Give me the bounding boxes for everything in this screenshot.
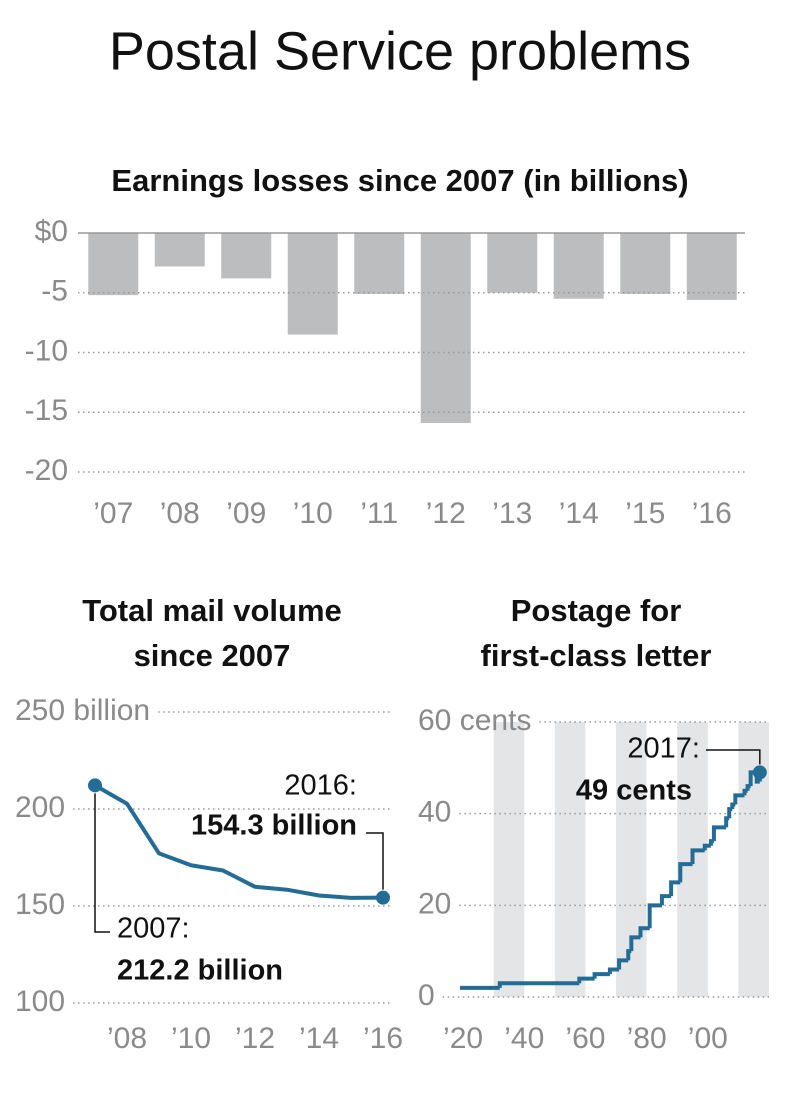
end-point xyxy=(376,890,390,905)
x-tick-label: ’12 xyxy=(426,497,466,530)
step-segment xyxy=(708,839,714,846)
step-segment xyxy=(577,976,595,984)
annotation-connector xyxy=(94,793,110,933)
step-segment xyxy=(617,958,629,970)
end-point xyxy=(88,778,102,793)
y-tick-label: -20 xyxy=(25,454,68,487)
y-tick-label: 0 xyxy=(418,979,435,1012)
step-segment xyxy=(730,802,736,810)
x-tick-label: ’15 xyxy=(625,497,665,530)
x-tick-label: ’07 xyxy=(93,497,133,530)
bar xyxy=(221,233,272,279)
y-tick-label: 40 xyxy=(418,796,451,829)
y-tick-label: 250 billion xyxy=(15,694,150,727)
x-tick-label: ’14 xyxy=(299,1022,339,1055)
bar xyxy=(686,233,737,300)
x-tick-label: ’08 xyxy=(107,1022,147,1055)
annotation-value: 212.2 billion xyxy=(117,955,283,987)
annotation-value: 154.3 billion xyxy=(191,810,357,842)
chart-title: Postage for xyxy=(511,593,682,628)
x-tick-label: ’10 xyxy=(171,1022,211,1055)
x-tick-label: ’20 xyxy=(443,1022,483,1055)
x-tick-label: ’14 xyxy=(559,497,599,530)
step-segment xyxy=(733,793,745,805)
step-segment xyxy=(702,843,711,851)
x-tick-label: ’08 xyxy=(160,497,200,530)
step-segment xyxy=(629,935,641,952)
annotation: 2016: xyxy=(284,770,357,802)
step-segment xyxy=(626,949,632,961)
decade-band xyxy=(493,722,525,997)
y-tick-label: -10 xyxy=(25,334,68,367)
step-segment xyxy=(745,784,751,791)
step-segment xyxy=(678,862,693,883)
bar xyxy=(88,233,139,296)
x-tick-label: ’11 xyxy=(360,497,398,530)
x-tick-label: ’40 xyxy=(504,1022,544,1055)
bar xyxy=(553,233,604,299)
y-tick-label: -5 xyxy=(41,275,68,308)
annotation: 2017: xyxy=(627,733,700,765)
annotation: 2007: xyxy=(117,913,190,945)
chart-title: Total mail volume xyxy=(82,593,342,628)
step-segment xyxy=(690,848,705,865)
line xyxy=(94,783,384,900)
x-tick-label: ’13 xyxy=(492,497,532,530)
x-tick-label: ’16 xyxy=(363,1022,403,1055)
x-tick-label: ’10 xyxy=(293,497,333,530)
step-segment xyxy=(592,972,610,979)
bar xyxy=(287,233,338,335)
end-point xyxy=(752,765,767,780)
annotation-connector xyxy=(366,832,384,890)
step-segment xyxy=(497,981,580,988)
y-tick-label: 60 cents xyxy=(418,704,531,737)
step-segment xyxy=(638,926,650,938)
x-tick-label: ’12 xyxy=(235,1022,275,1055)
y-tick-label: $0 xyxy=(35,215,68,248)
step-segment xyxy=(607,967,620,975)
step-segment xyxy=(724,816,730,828)
step-segment xyxy=(727,807,733,819)
bar xyxy=(354,233,405,294)
y-tick-label: -15 xyxy=(25,394,68,427)
x-tick-label: ’80 xyxy=(627,1022,667,1055)
y-tick-label: 200 xyxy=(15,791,65,824)
annotation-value: 49 cents xyxy=(576,775,692,807)
step-segment xyxy=(659,894,672,906)
bar xyxy=(420,233,471,424)
bar xyxy=(154,233,205,267)
decade-band xyxy=(554,722,586,997)
x-tick-label: ’00 xyxy=(688,1022,728,1055)
step-segment xyxy=(669,880,681,897)
y-tick-label: 150 xyxy=(15,888,65,921)
x-tick-label: ’60 xyxy=(565,1022,605,1055)
decade-band xyxy=(738,722,769,997)
x-tick-label: ’09 xyxy=(226,497,266,530)
chart-title: since 2007 xyxy=(134,638,291,673)
y-tick-label: 20 xyxy=(418,887,451,920)
step-segment xyxy=(647,903,662,915)
step-segment xyxy=(711,825,727,842)
bar xyxy=(620,233,671,294)
chart-title: first-class letter xyxy=(481,638,712,673)
chart-title: Earnings losses since 2007 (in billions) xyxy=(111,163,688,198)
page-title: Postal Service problems xyxy=(109,21,691,81)
y-tick-label: 100 xyxy=(15,985,65,1018)
x-tick-label: ’16 xyxy=(692,497,732,530)
bar xyxy=(487,233,538,293)
annotation-connector xyxy=(706,749,761,765)
